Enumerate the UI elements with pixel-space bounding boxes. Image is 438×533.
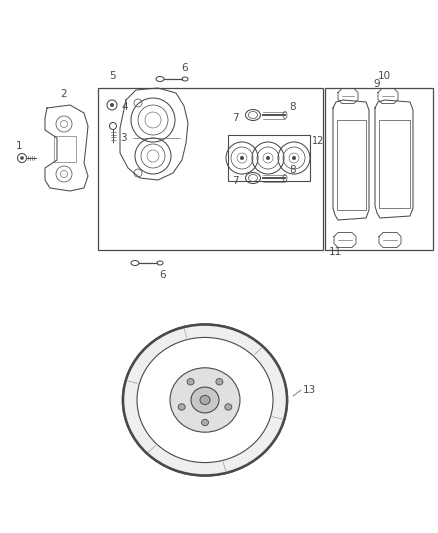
- Ellipse shape: [178, 403, 185, 410]
- Bar: [379, 120, 410, 208]
- Text: 5: 5: [109, 71, 115, 81]
- Ellipse shape: [137, 337, 273, 463]
- Ellipse shape: [123, 325, 287, 475]
- Text: 3: 3: [120, 133, 126, 143]
- Circle shape: [110, 103, 114, 107]
- Text: 6: 6: [160, 270, 166, 280]
- Ellipse shape: [200, 395, 210, 405]
- Bar: [228, 135, 310, 181]
- Text: 1: 1: [16, 141, 22, 151]
- Text: 6: 6: [182, 63, 188, 73]
- Bar: [54, 136, 76, 162]
- Bar: [337, 120, 366, 210]
- Text: 4: 4: [122, 102, 128, 112]
- Circle shape: [240, 156, 244, 160]
- Bar: [325, 88, 433, 250]
- Text: 2: 2: [61, 89, 67, 99]
- Ellipse shape: [216, 378, 223, 385]
- Text: 9: 9: [374, 79, 380, 89]
- Circle shape: [20, 156, 24, 160]
- Ellipse shape: [191, 387, 219, 413]
- Circle shape: [266, 156, 270, 160]
- Text: 8: 8: [290, 165, 297, 175]
- Bar: [98, 88, 323, 250]
- Ellipse shape: [187, 378, 194, 385]
- Ellipse shape: [201, 419, 208, 426]
- Ellipse shape: [170, 368, 240, 432]
- Text: 13: 13: [302, 385, 316, 395]
- Text: 8: 8: [290, 102, 297, 112]
- Ellipse shape: [225, 403, 232, 410]
- Circle shape: [292, 156, 296, 160]
- Text: 7: 7: [232, 176, 238, 186]
- Text: 7: 7: [232, 113, 238, 123]
- Text: 11: 11: [328, 247, 342, 257]
- Text: 10: 10: [378, 71, 391, 81]
- Text: 12: 12: [312, 136, 325, 146]
